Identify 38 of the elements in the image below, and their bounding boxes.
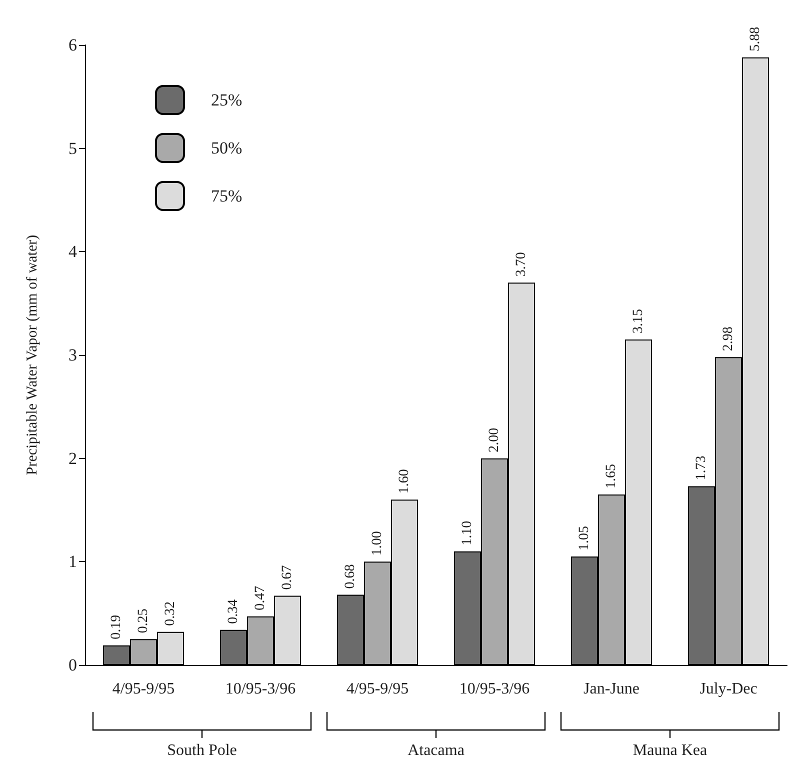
data-label: 0.25 xyxy=(136,608,151,634)
text: Atacama xyxy=(408,742,464,760)
x-tick-label: Jan-June xyxy=(584,680,640,698)
data-label: 1.00 xyxy=(370,531,385,556)
y-tick-label: 2 xyxy=(68,448,77,468)
y-tick-label: 0 xyxy=(68,656,77,674)
x-tick-label: 4/95-9/95 xyxy=(346,680,409,698)
data-label: 0.68 xyxy=(343,564,358,589)
data-label: 0.32 xyxy=(163,601,178,626)
data-label: 1.65 xyxy=(604,464,619,488)
x-tick-label: 10/95-3/96 xyxy=(225,680,296,698)
y-tick-label: 4 xyxy=(68,242,78,262)
text: South Pole xyxy=(167,742,237,760)
data-label: 1.05 xyxy=(577,526,592,550)
data-label: 2.98 xyxy=(721,326,736,352)
data-label: 1.73 xyxy=(694,456,709,480)
data-label: 5.88 xyxy=(748,26,763,52)
data-label: 0.34 xyxy=(226,599,241,624)
data-label: 0.47 xyxy=(253,586,268,610)
x-tick-label: July-Dec xyxy=(700,680,758,698)
data-label: 0.19 xyxy=(109,614,124,640)
data-label: 2.00 xyxy=(487,428,502,452)
legend-label: 75% xyxy=(211,186,242,206)
legend-label: 50% xyxy=(211,138,242,158)
y-tick-label: 6 xyxy=(68,36,77,54)
text: Mauna Kea xyxy=(632,742,708,760)
x-tick-label: 10/95-3/96 xyxy=(459,680,530,698)
data-label: 0.67 xyxy=(280,565,295,590)
y-tick-label: 3 xyxy=(68,346,77,364)
y-axis-title: Precipitable Water Vapor (mm of water) xyxy=(24,234,40,476)
data-label: 3.15 xyxy=(631,309,646,334)
x-tick-label: 4/95-9/95 xyxy=(112,680,175,698)
y-tick-label: 1 xyxy=(68,552,77,572)
legend-label: 25% xyxy=(211,90,242,110)
y-tick-label: 5 xyxy=(68,138,77,158)
data-label: 1.10 xyxy=(460,520,475,546)
data-label: 3.70 xyxy=(514,252,529,277)
data-label: 1.60 xyxy=(397,469,412,494)
